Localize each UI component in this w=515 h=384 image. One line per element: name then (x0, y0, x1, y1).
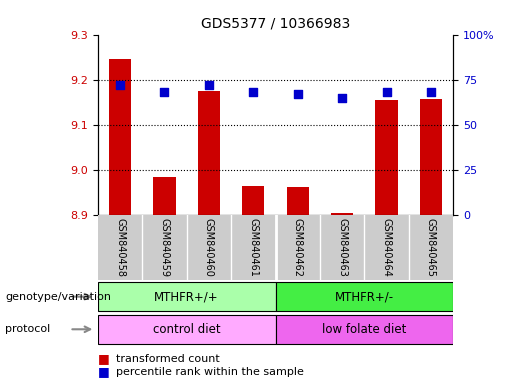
Text: protocol: protocol (5, 324, 50, 334)
Bar (276, 282, 453, 311)
Text: GSM840460: GSM840460 (204, 218, 214, 277)
Text: GSM840461: GSM840461 (248, 218, 259, 277)
Text: genotype/variation: genotype/variation (5, 291, 111, 302)
Text: low folate diet: low folate diet (322, 323, 406, 336)
Text: control diet: control diet (153, 323, 220, 336)
Bar (276, 314, 453, 344)
Bar (242, 186, 264, 215)
Point (427, 89, 435, 95)
Text: MTHFR+/-: MTHFR+/- (335, 290, 394, 303)
Point (249, 89, 258, 95)
Bar (109, 60, 131, 215)
Point (294, 91, 302, 97)
Point (205, 82, 213, 88)
Text: ■: ■ (98, 353, 110, 366)
Bar (287, 187, 309, 215)
Bar (375, 100, 398, 215)
Text: GSM840464: GSM840464 (382, 218, 391, 277)
Text: GSM840463: GSM840463 (337, 218, 347, 277)
Text: transformed count: transformed count (116, 354, 219, 364)
Bar (420, 99, 442, 215)
Text: GSM840458: GSM840458 (115, 218, 125, 277)
Point (116, 82, 124, 88)
Bar (98, 314, 276, 344)
Text: MTHFR+/+: MTHFR+/+ (154, 290, 219, 303)
Bar (153, 177, 176, 215)
Text: GSM840465: GSM840465 (426, 218, 436, 277)
Point (160, 89, 168, 95)
Bar (98, 282, 276, 311)
Text: GSM840459: GSM840459 (160, 218, 169, 277)
Text: GSM840462: GSM840462 (293, 218, 303, 277)
Point (383, 89, 391, 95)
Text: ■: ■ (98, 365, 110, 378)
Point (338, 95, 346, 101)
Bar (331, 213, 353, 215)
Bar (198, 91, 220, 215)
Title: GDS5377 / 10366983: GDS5377 / 10366983 (201, 17, 350, 31)
Text: percentile rank within the sample: percentile rank within the sample (116, 367, 304, 377)
